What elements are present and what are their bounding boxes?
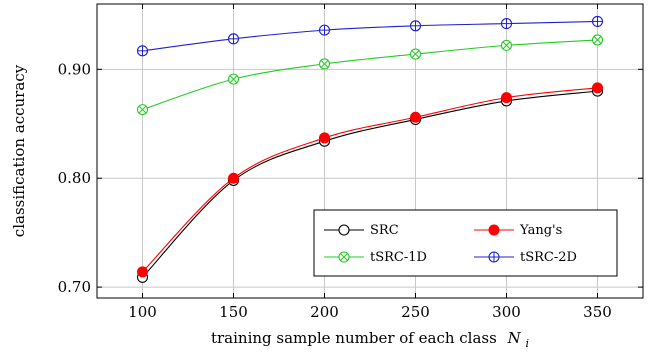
data-point-tsrc-1d bbox=[409, 48, 422, 60]
y-tick-label: 0.70 bbox=[58, 278, 91, 296]
data-point-tsrc-2d bbox=[318, 24, 331, 36]
series-line-tsrc-2d bbox=[142, 20, 598, 52]
data-point-yang-s bbox=[137, 266, 148, 278]
data-point-yang-s bbox=[319, 132, 330, 144]
grid bbox=[97, 4, 643, 298]
y-tick-label: 0.90 bbox=[58, 60, 91, 78]
legend-item-tsrc-2d: tSRC-2D bbox=[474, 250, 577, 265]
data-point-tsrc-2d bbox=[136, 45, 149, 57]
series-tsrc-2d bbox=[136, 15, 604, 57]
data-point-yang-s bbox=[592, 82, 603, 94]
legend-label-tsrc-1d: tSRC-1D bbox=[370, 250, 427, 265]
x-tick-label: 300 bbox=[492, 303, 521, 321]
data-point-yang-s bbox=[410, 111, 421, 123]
legend-label-src: SRC bbox=[370, 223, 399, 238]
data-point-tsrc-2d bbox=[409, 20, 422, 32]
data-point-yang-s bbox=[228, 172, 239, 184]
x-tick-label: 250 bbox=[401, 303, 430, 321]
data-point-tsrc-1d bbox=[318, 58, 331, 70]
data-point-tsrc-1d bbox=[500, 39, 513, 51]
series-group bbox=[136, 15, 604, 283]
y-tick-label: 0.80 bbox=[58, 169, 91, 187]
legend-marker-tsrc-1d bbox=[338, 251, 350, 263]
legend-item-yang-s: Yang's bbox=[474, 223, 562, 238]
x-tick-label: 350 bbox=[583, 303, 612, 321]
plot-area bbox=[96, 3, 644, 299]
data-point-tsrc-1d bbox=[591, 34, 604, 46]
data-point-yang-s bbox=[501, 92, 512, 104]
x-tick-label: 200 bbox=[310, 303, 339, 321]
data-point-tsrc-1d bbox=[227, 73, 240, 85]
data-point-tsrc-2d bbox=[500, 18, 513, 30]
legend-label-yang-s: Yang's bbox=[519, 223, 562, 238]
data-point-tsrc-1d bbox=[136, 104, 149, 116]
legend-item-tsrc-1d: tSRC-1D bbox=[324, 250, 427, 265]
legend-marker-tsrc-2d bbox=[488, 251, 500, 263]
data-point-tsrc-2d bbox=[227, 33, 240, 45]
legend-marker-src bbox=[338, 224, 350, 236]
x-axis-label: training sample number of each class N i bbox=[211, 329, 529, 350]
axis-ticks: 100 150 200 250 300 350 0.70 0.80 0.90 bbox=[58, 4, 643, 321]
data-point-tsrc-2d bbox=[591, 15, 604, 27]
legend-label-tsrc-2d: tSRC-2D bbox=[520, 250, 577, 265]
legend-item-src: SRC bbox=[324, 223, 399, 238]
legend-marker-yang-s bbox=[488, 224, 500, 236]
series-yang-s bbox=[137, 82, 603, 278]
x-tick-label: 100 bbox=[128, 303, 157, 321]
x-axis-label-subscript: i bbox=[526, 337, 530, 350]
x-tick-label: 150 bbox=[219, 303, 248, 321]
x-axis-label-text: training sample number of each class bbox=[211, 329, 497, 347]
legend-box bbox=[313, 209, 618, 277]
series-tsrc-1d bbox=[136, 34, 604, 116]
legend: SRC Yang's tSRC-1D tSRC-2D bbox=[313, 209, 618, 277]
series-line-tsrc-1d bbox=[142, 39, 598, 111]
x-axis-label-symbol: N bbox=[507, 329, 522, 347]
y-axis-label: classification accuracy bbox=[10, 64, 28, 237]
